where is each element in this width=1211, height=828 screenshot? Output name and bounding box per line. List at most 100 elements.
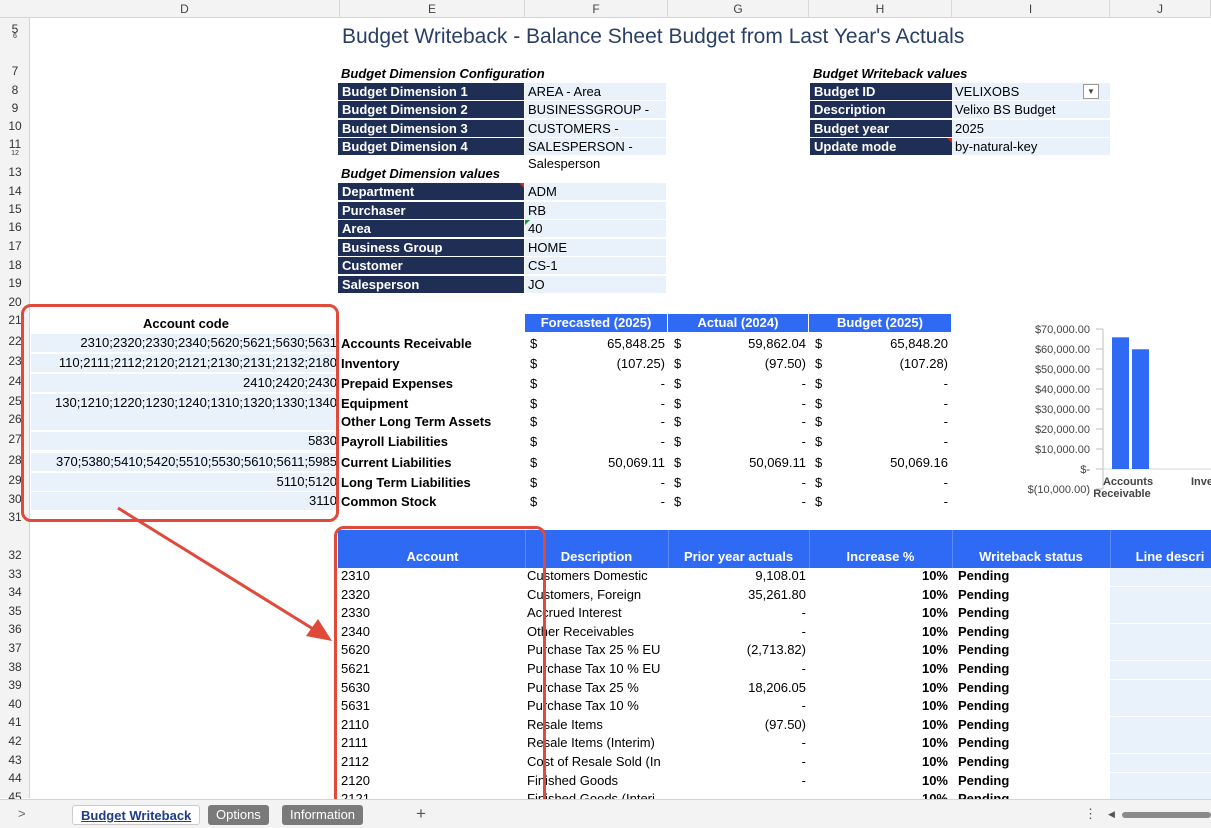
column-header[interactable]: D [30,0,340,18]
column-header[interactable]: G [668,0,809,18]
detail-line-description[interactable] [1110,716,1211,735]
row-header[interactable]: 27 [8,432,22,446]
account-code-cell[interactable]: 5110;5120 [31,473,339,491]
config-value[interactable]: 40 [525,220,666,238]
detail-col-header[interactable]: Description [560,549,633,564]
account-code-cell[interactable] [31,412,339,430]
row-header[interactable]: 42 [8,734,22,748]
tab-scroll-prev-button[interactable]: > [18,806,26,821]
row-header[interactable]: 43 [8,752,22,767]
config-value[interactable]: HOME [525,238,666,256]
config-value[interactable]: SALESPERSON - Salesperson [525,138,666,171]
detail-col-header[interactable]: Account [406,549,459,564]
config-value[interactable]: AREA - Area [525,83,666,100]
detail-line-description[interactable] [1110,605,1211,624]
tab-information[interactable]: Information [282,805,364,825]
row-header[interactable]: 32 [8,548,22,562]
detail-line-description[interactable] [1110,679,1211,698]
detail-col-header[interactable]: Writeback status [979,549,1083,564]
row-header[interactable]: 13 [8,165,22,179]
detail-increase-pct[interactable]: 10% [921,772,948,788]
account-code-cell[interactable]: 5830 [31,432,339,450]
detail-increase-pct[interactable]: 10% [921,623,948,639]
add-sheet-button[interactable]: + [416,804,426,823]
row-header[interactable]: 5 [11,22,19,36]
row-header[interactable]: 44 [8,771,22,786]
column-header[interactable]: H [809,0,952,18]
account-code-cell[interactable]: 370;5380;5410;5420;5510;5530;5610;5611;5… [31,453,339,471]
account-code-cell[interactable]: 130;1210;1220;1230;1240;1310;1320;1330;1… [31,394,339,412]
detail-line-description[interactable] [1110,586,1211,605]
row-header[interactable]: 25 [8,394,22,408]
detail-increase-pct[interactable]: 10% [921,661,948,676]
detail-increase-pct[interactable]: 10% [921,716,948,732]
row-header[interactable]: 24 [8,374,22,388]
row-header[interactable]: 38 [8,659,22,674]
account-code-cell[interactable]: 110;2111;2112;2120;2121;2130;2131;2132;2… [31,354,339,372]
row-header[interactable]: 14 [8,184,22,198]
column-header[interactable]: E [340,0,525,18]
row-header[interactable]: 8 [11,83,19,97]
account-code-cell[interactable]: 2410;2420;2430 [31,374,339,392]
row-header[interactable]: 19 [8,276,22,290]
row-header[interactable]: 9 [11,101,19,115]
balance-chart[interactable]: $70,000.00 $60,000.00 $50,000.00 $40,000.00… [1010,296,1211,506]
config-value[interactable]: VELIXOBS [952,83,1110,100]
detail-increase-pct[interactable]: 10% [921,642,948,658]
row-header[interactable]: 41 [8,715,22,730]
row-header[interactable]: 39 [8,678,22,693]
config-value[interactable]: by-natural-key [952,138,1110,156]
chart-bar[interactable] [1132,349,1149,469]
row-header[interactable]: 35 [8,603,22,618]
config-value[interactable]: RB [525,201,666,219]
account-code-cell[interactable]: 2310;2320;2330;2340;5620;5621;5630;5631 [31,334,339,352]
row-header[interactable]: 20 [8,295,22,309]
row-header[interactable]: 26 [8,412,22,426]
config-value[interactable]: ADM [525,183,666,200]
detail-line-description[interactable] [1110,568,1211,586]
config-value[interactable]: 2025 [952,119,1110,137]
horizontal-scrollbar[interactable] [1122,812,1211,818]
config-value[interactable]: CS-1 [525,257,666,275]
tab-options[interactable]: Options [208,805,269,825]
row-header[interactable]: 15 [8,202,22,216]
row-header[interactable]: 33 [8,566,22,581]
row-header[interactable]: 31 [8,510,22,524]
row-header[interactable]: 10 [8,119,22,133]
detail-increase-pct[interactable]: 10% [921,754,948,769]
more-options-icon[interactable]: ⋮ [1084,806,1097,821]
row-header[interactable]: 7 [11,64,19,78]
row-header[interactable]: 34 [8,585,22,600]
row-header[interactable]: 12 [11,150,19,157]
detail-increase-pct[interactable]: 10% [921,605,948,621]
detail-line-description[interactable] [1110,623,1211,642]
chart-bar[interactable] [1112,337,1129,469]
detail-line-description[interactable] [1110,642,1211,661]
scroll-left-icon[interactable]: ◀ [1108,809,1115,819]
tab-budget-writeback[interactable]: Budget Writeback [72,805,201,825]
detail-line-description[interactable] [1110,735,1211,754]
row-header[interactable]: 36 [8,622,22,637]
row-header[interactable]: 22 [8,334,22,348]
detail-col-header[interactable]: Line descri [1135,549,1205,564]
column-header[interactable]: I [952,0,1110,18]
row-header[interactable]: 30 [8,492,22,506]
row-header[interactable]: 40 [8,696,22,711]
detail-increase-pct[interactable]: 10% [921,679,948,695]
row-header[interactable]: 28 [8,453,22,467]
row-header[interactable]: 16 [8,220,22,234]
detail-line-description[interactable] [1110,661,1211,679]
detail-line-description[interactable] [1110,698,1211,717]
row-header[interactable]: 37 [8,641,22,655]
config-value[interactable]: JO [525,276,666,293]
detail-col-header[interactable]: Prior year actuals [683,549,794,564]
row-header[interactable]: 17 [8,239,22,253]
detail-increase-pct[interactable]: 10% [921,568,948,583]
account-code-cell[interactable]: 3110 [31,492,339,510]
row-header[interactable]: 21 [8,313,22,327]
detail-col-header[interactable]: Increase % [846,549,915,564]
row-header[interactable]: 29 [8,473,22,487]
column-header[interactable]: F [525,0,668,18]
budget-id-dropdown-button[interactable]: ▼ [1083,84,1099,99]
detail-increase-pct[interactable]: 10% [921,698,948,714]
